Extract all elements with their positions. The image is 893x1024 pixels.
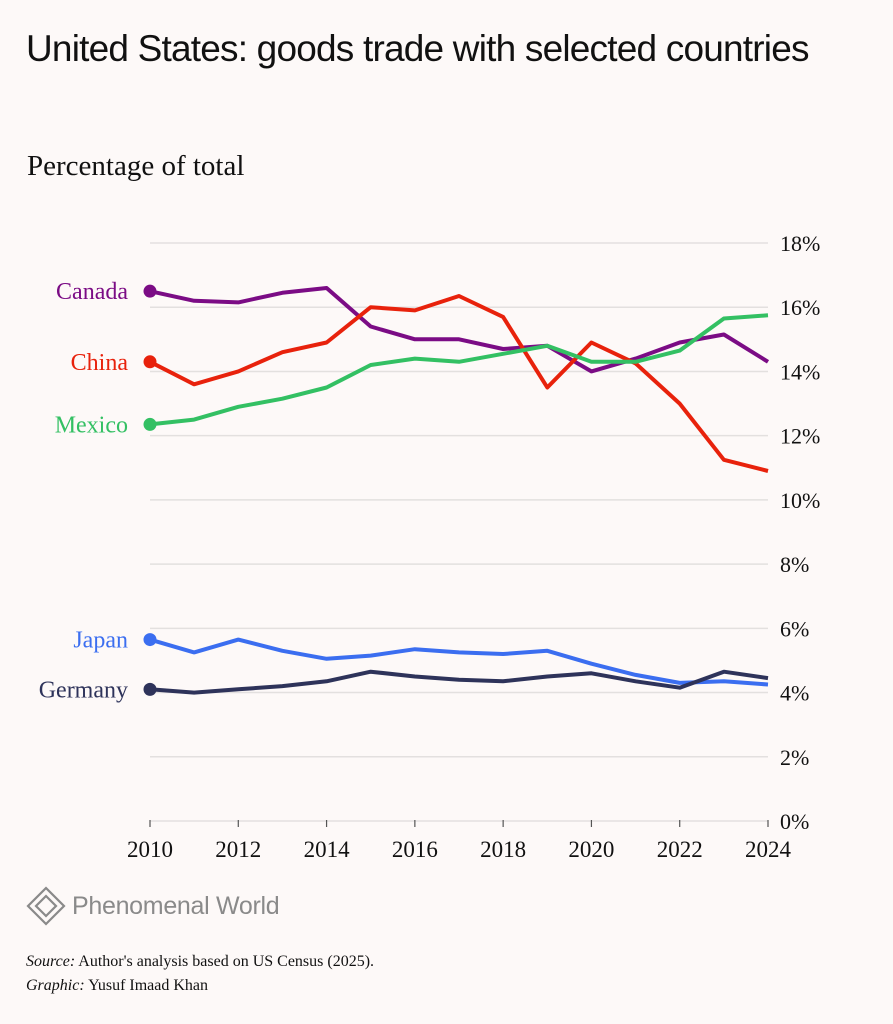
source-note: Source: Author's analysis based on US Ce… — [26, 950, 374, 974]
y-axis: 0% 2% 4% 6% 8% 10% 12% 14% 16% 18% — [780, 231, 820, 834]
diamond-logo-icon — [26, 886, 66, 926]
graphic-label: Graphic: — [26, 977, 85, 994]
series-line-germany — [149, 669, 769, 695]
x-tick-label: 2024 — [745, 837, 792, 862]
series-labels: Canada China Mexico Japan Germany — [39, 279, 129, 703]
source-label: Source: — [26, 953, 76, 970]
x-tick-label: 2022 — [657, 837, 703, 862]
x-tick-label: 2014 — [304, 837, 351, 862]
y-tick-label: 6% — [780, 616, 809, 641]
y-tick-label: 10% — [780, 488, 820, 513]
series-label-germany: Germany — [39, 677, 128, 703]
y-tick-label: 16% — [780, 295, 820, 320]
series-label-china: China — [71, 350, 129, 376]
series-start-dot-canada — [143, 284, 157, 298]
series-label-japan: Japan — [73, 628, 128, 654]
series-label-mexico: Mexico — [55, 412, 128, 438]
logo-text: Phenomenal World — [72, 891, 280, 920]
x-tick-label: 2016 — [392, 837, 438, 862]
y-tick-label: 0% — [780, 809, 809, 834]
footer-notes: Source: Author's analysis based on US Ce… — [26, 950, 374, 998]
graphic-credit: Graphic: Yusuf Imaad Khan — [26, 974, 374, 998]
chart-subtitle: Percentage of total — [27, 150, 245, 182]
x-tick-label: 2010 — [127, 837, 173, 862]
x-tick-label: 2018 — [480, 837, 526, 862]
y-tick-label: 18% — [780, 231, 820, 256]
chart-title: United States: goods trade with selected… — [26, 28, 810, 69]
y-tick-label: 14% — [780, 359, 820, 384]
series-line-japan — [149, 637, 769, 687]
series-line-canada — [149, 286, 770, 374]
x-tick-label: 2020 — [568, 837, 614, 862]
y-tick-label: 2% — [780, 745, 809, 770]
series-line-mexico — [149, 313, 769, 427]
gridlines — [150, 242, 768, 822]
source-text: Author's analysis based on US Census (20… — [75, 953, 375, 970]
series-lines — [143, 284, 770, 696]
series-line-china — [149, 294, 769, 473]
y-tick-label: 8% — [780, 552, 809, 577]
series-start-dot-germany — [143, 682, 157, 696]
series-label-canada: Canada — [56, 279, 128, 305]
series-start-dot-china — [143, 355, 157, 369]
line-chart: 0%2%4%6%8%10%12%14%16%18% 2010 2012 2014 20… — [39, 231, 821, 862]
y-tick-label: 4% — [780, 681, 809, 706]
series-start-dot-japan — [143, 633, 157, 647]
phenomenal-world-logo: Phenomenal World — [26, 886, 280, 926]
x-axis: 2010 2012 2014 2016 2018 2020 2022 2024 — [127, 820, 792, 862]
y-tick-label: 12% — [780, 424, 820, 449]
x-tick-label: 2012 — [215, 837, 261, 862]
series-start-dot-mexico — [143, 417, 157, 431]
graphic-text: Yusuf Imaad Khan — [84, 977, 209, 994]
